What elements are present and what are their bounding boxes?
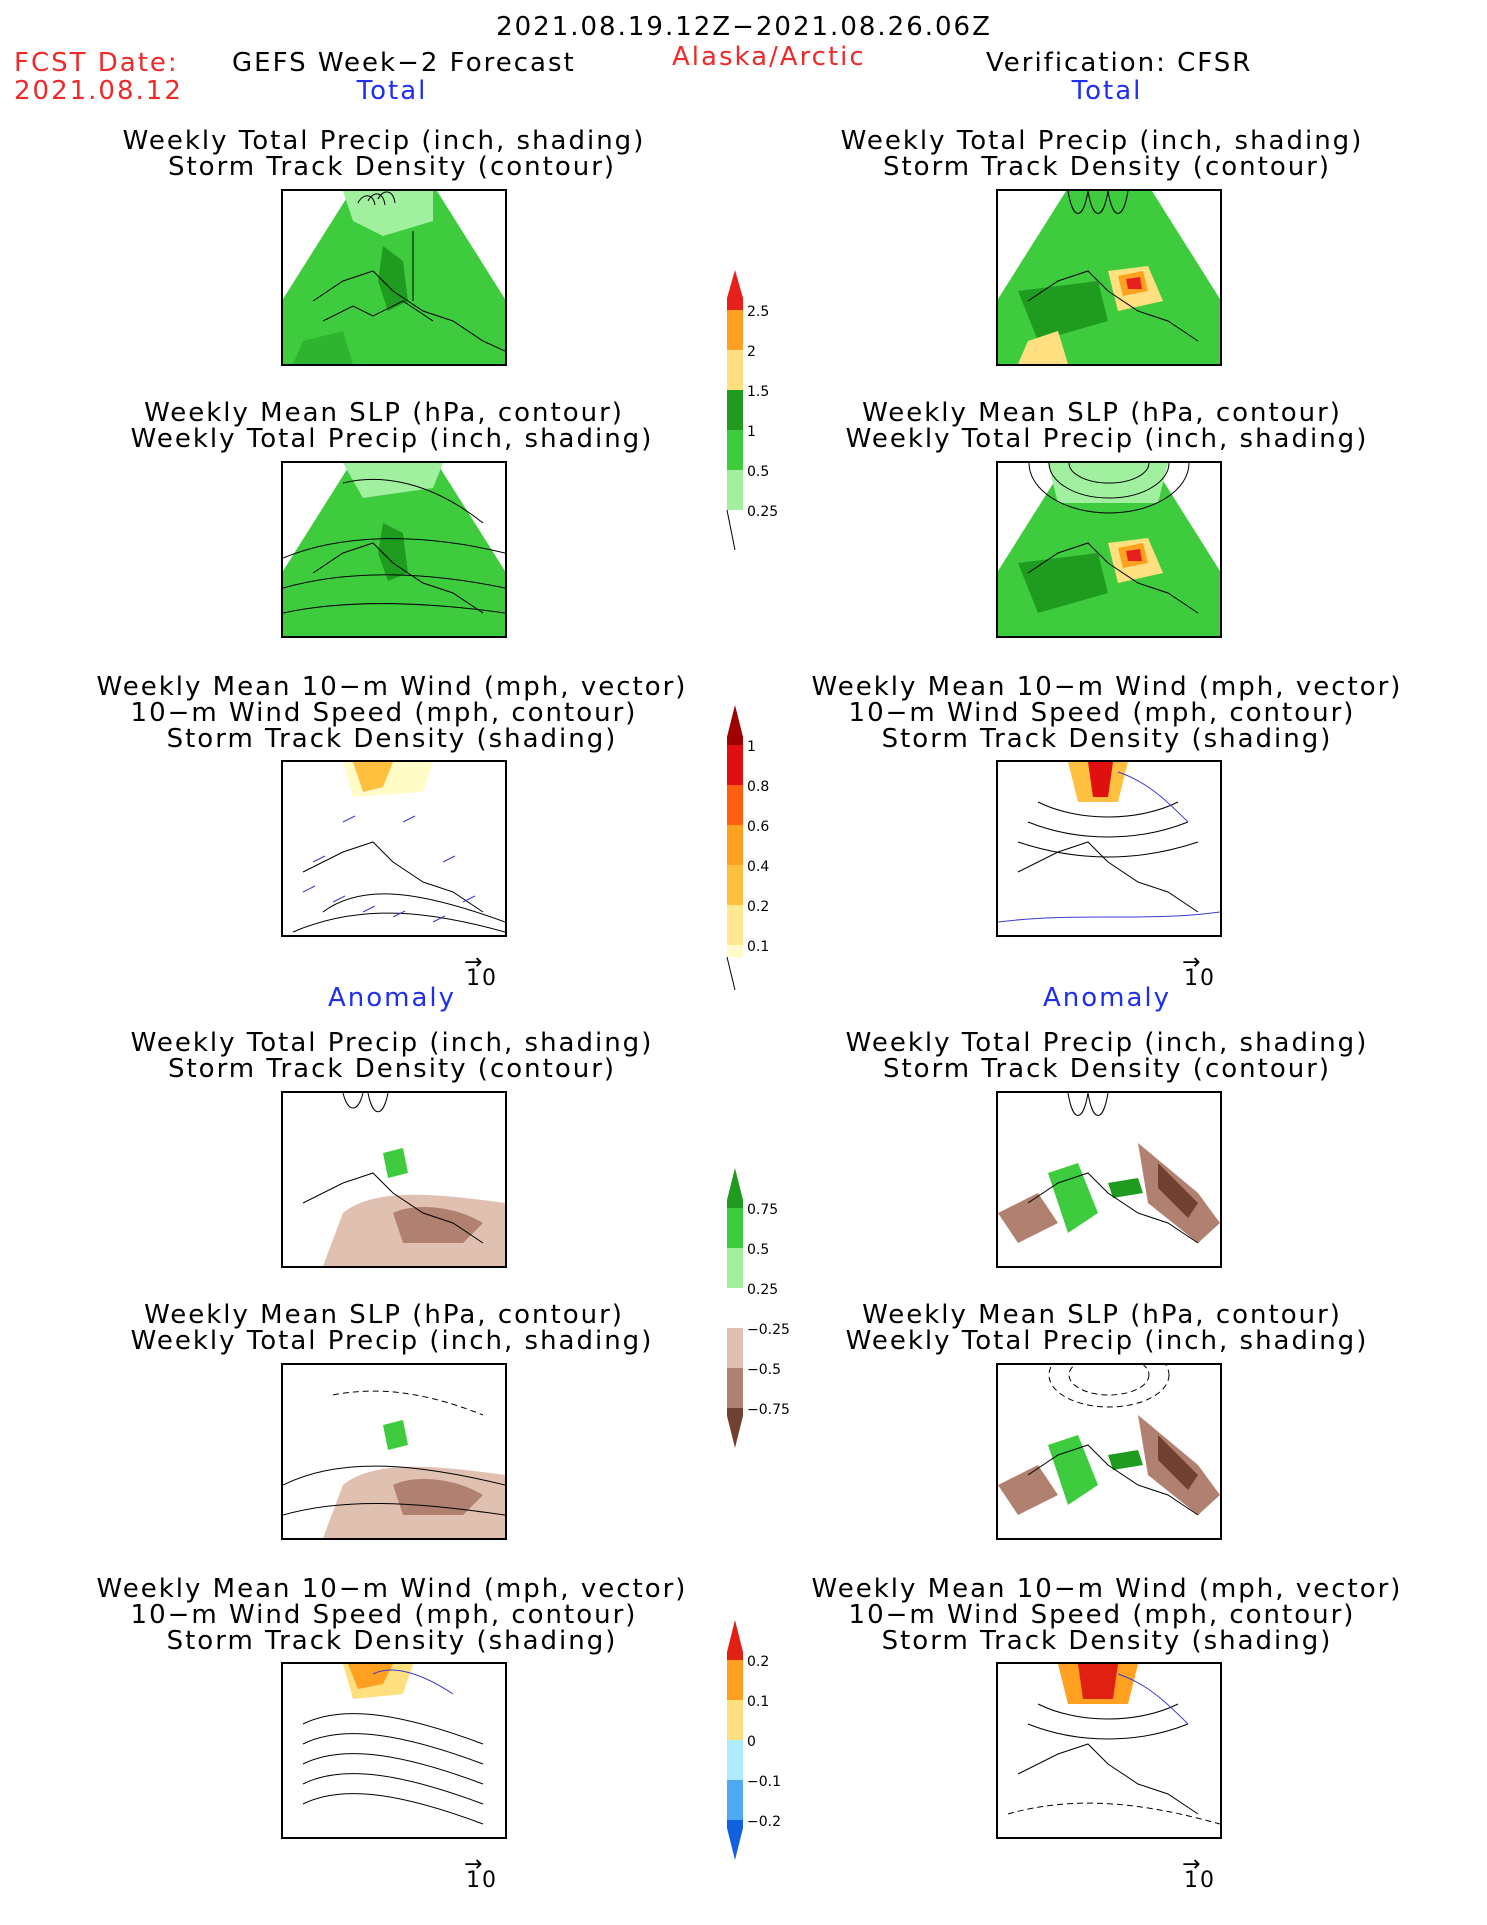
- panel-title-line: Weekly Mean SLP (hPa, contour): [862, 398, 1342, 428]
- vector-scale-label: 10: [1184, 966, 1216, 991]
- panel-title-line: Weekly Mean 10−m Wind (mph, vector): [96, 672, 688, 702]
- map-forecast-slp-precip: [281, 461, 507, 638]
- section-anomaly-right: Anomaly: [1042, 983, 1172, 1013]
- colorbar-label: 0: [747, 1734, 756, 1750]
- map-forecast-anomaly-slp: [281, 1363, 507, 1540]
- panel-title-line: Weekly Total Precip (inch, shading): [122, 126, 646, 156]
- colorbar-label: −0.2: [747, 1814, 781, 1830]
- panel-title-line: Weekly Mean SLP (hPa, contour): [862, 1300, 1342, 1330]
- colorbar-cell: [727, 270, 743, 298]
- vector-arrow: →: [1182, 950, 1201, 975]
- panel-title-line: Weekly Mean 10−m Wind (mph, vector): [96, 1574, 688, 1604]
- map-verification-anomaly-precip: [996, 1091, 1222, 1268]
- map-verification-anomaly-slp: [996, 1363, 1222, 1540]
- panel-title-line: Weekly Total Precip (inch, shading): [845, 1028, 1369, 1058]
- fcst-date-label: FCST Date:: [14, 48, 179, 78]
- date-range-title: 2021.08.19.12Z−2021.08.26.06Z: [496, 12, 992, 42]
- map-forecast-anomaly-precip: [281, 1091, 507, 1268]
- map-forecast-total-precip: [281, 189, 507, 366]
- panel-title-line: 10−m Wind Speed (mph, contour): [130, 698, 638, 728]
- colorbar-storm-anomaly: 0.2 0.1 0 −0.1 −0.2: [725, 1620, 815, 1870]
- panel-title-line: Weekly Total Precip (inch, shading): [130, 1028, 654, 1058]
- verification-title: Verification: CFSR: [986, 48, 1253, 78]
- colorbar-label: 0.5: [747, 464, 770, 480]
- vector-scale-label: 10: [466, 966, 498, 991]
- model-title: GEFS Week−2 Forecast: [232, 48, 576, 78]
- vector-scale-label: 10: [1184, 1868, 1216, 1893]
- colorbar-label: 0.25: [747, 1282, 779, 1298]
- panel-title-line: Weekly Total Precip (inch, shading): [845, 424, 1369, 454]
- panel-title-line: Storm Track Density (shading): [166, 1626, 618, 1656]
- colorbar-label: 0.2: [747, 1654, 770, 1670]
- colorbar-label: 1.5: [747, 384, 770, 400]
- colorbar-label: −0.1: [747, 1774, 781, 1790]
- colorbar-label: 0.2: [747, 899, 770, 915]
- colorbar-label: 2.5: [747, 304, 770, 320]
- colorbar-label: 0.1: [747, 939, 770, 955]
- section-anomaly-left: Anomaly: [327, 983, 457, 1013]
- panel-title-line: Storm Track Density (contour): [167, 1054, 617, 1084]
- colorbar-label: 2: [747, 344, 756, 360]
- colorbar-label: 0.5: [747, 1242, 770, 1258]
- panel-title-line: Storm Track Density (contour): [167, 152, 617, 182]
- colorbar-label: 1: [747, 739, 756, 755]
- map-forecast-wind-storm: [281, 760, 507, 937]
- panel-title-line: Weekly Total Precip (inch, shading): [845, 1326, 1369, 1356]
- section-total-right: Total: [1071, 76, 1143, 106]
- vector-arrow: →: [1182, 1852, 1201, 1877]
- colorbar-label: 0.1: [747, 1694, 770, 1710]
- panel-title-line: Storm Track Density (contour): [882, 152, 1332, 182]
- colorbar-label: 0.4: [747, 859, 770, 875]
- panel-title-line: 10−m Wind Speed (mph, contour): [848, 698, 1356, 728]
- colorbar-label: −0.5: [747, 1362, 781, 1378]
- panel-title-line: Weekly Total Precip (inch, shading): [130, 424, 654, 454]
- colorbar-label: 0.75: [747, 1202, 779, 1218]
- panel-title-line: Weekly Mean 10−m Wind (mph, vector): [811, 1574, 1403, 1604]
- colorbar-storm-total: 1 0.8 0.6 0.4 0.2 0.1: [725, 705, 805, 995]
- colorbar-label: 0.6: [747, 819, 770, 835]
- vector-arrow: →: [464, 1852, 483, 1877]
- panel-title-line: Weekly Mean SLP (hPa, contour): [144, 398, 624, 428]
- panel-title-line: Weekly Total Precip (inch, shading): [130, 1326, 654, 1356]
- map-verification-total-precip: [996, 189, 1222, 366]
- colorbar-label: −0.25: [747, 1322, 790, 1338]
- panel-title-line: Weekly Mean SLP (hPa, contour): [144, 1300, 624, 1330]
- panel-title-line: 10−m Wind Speed (mph, contour): [130, 1600, 638, 1630]
- panel-title-line: Weekly Total Precip (inch, shading): [840, 126, 1364, 156]
- vector-scale-label: 10: [466, 1868, 498, 1893]
- colorbar-label: 0.8: [747, 779, 770, 795]
- map-verification-wind-storm: [996, 760, 1222, 937]
- colorbar-label: −0.75: [747, 1402, 790, 1418]
- colorbar-precip-total: 2.5 2 1.5 1 0.5 0.25: [725, 270, 805, 560]
- panel-title-line: 10−m Wind Speed (mph, contour): [848, 1600, 1356, 1630]
- panel-title-line: Storm Track Density (shading): [881, 1626, 1333, 1656]
- map-verification-slp-precip: [996, 461, 1222, 638]
- panel-title-line: Weekly Mean 10−m Wind (mph, vector): [811, 672, 1403, 702]
- panel-title-line: Storm Track Density (contour): [882, 1054, 1332, 1084]
- colorbar-precip-anomaly: 0.75 0.5 0.25 −0.25 −0.5 −0.75: [725, 1168, 815, 1458]
- section-total-left: Total: [356, 76, 428, 106]
- colorbar-label: 0.25: [747, 504, 779, 520]
- map-verification-anomaly-wind: [996, 1662, 1222, 1839]
- panel-title-line: Storm Track Density (shading): [166, 724, 618, 754]
- panel-title-line: Storm Track Density (shading): [881, 724, 1333, 754]
- colorbar-label: 1: [747, 424, 756, 440]
- fcst-date-value: 2021.08.12: [14, 76, 183, 106]
- vector-arrow: →: [464, 950, 483, 975]
- region-title: Alaska/Arctic: [672, 42, 866, 72]
- map-forecast-anomaly-wind: [281, 1662, 507, 1839]
